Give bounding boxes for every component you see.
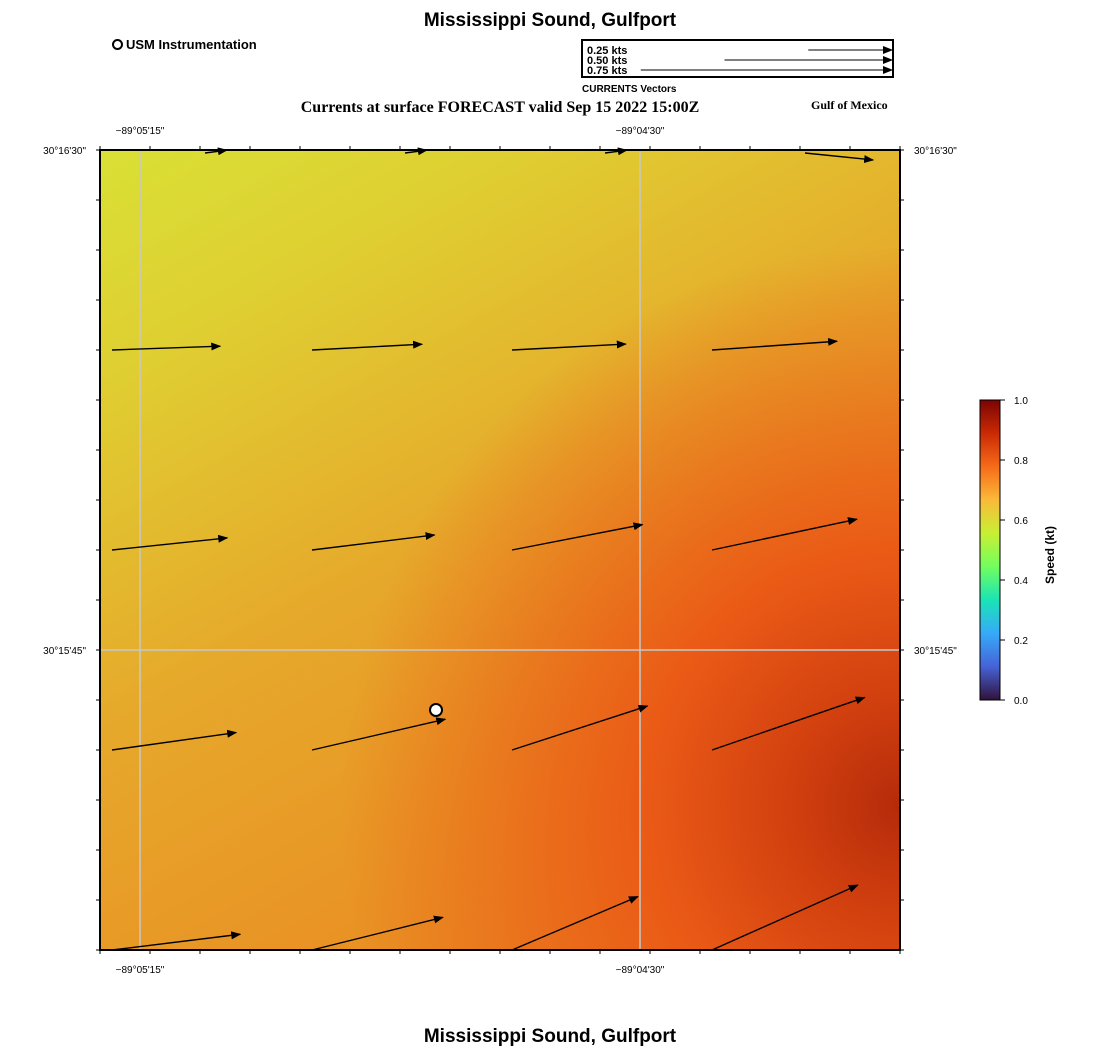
current-vector-arrow bbox=[711, 337, 839, 351]
current-vector-arrow bbox=[311, 915, 444, 951]
colorbar-tick-label: 0.8 bbox=[1014, 456, 1028, 467]
current-vector-arrow bbox=[111, 931, 242, 951]
current-vector-arrow bbox=[311, 717, 447, 751]
lon-tick-top-2: −89°04'30" bbox=[616, 126, 665, 137]
map-title-top: Mississippi Sound, Gulfport bbox=[423, 10, 677, 31]
current-vector-arrow bbox=[511, 895, 639, 951]
colorbar-tick-label: 1.0 bbox=[1014, 396, 1028, 407]
speed-field bbox=[100, 150, 900, 950]
lat-tick-right-1: 30°16'30" bbox=[914, 146, 957, 157]
colorbar-tick-label: 0.2 bbox=[1014, 636, 1028, 647]
frame-ticks bbox=[96, 146, 904, 954]
current-vector-arrow bbox=[511, 340, 627, 351]
scale-label-050: 0.50 kts bbox=[587, 55, 628, 67]
vector-scale-arrows bbox=[640, 46, 893, 74]
colorbar-tick-label: 0.0 bbox=[1014, 696, 1028, 707]
region-label: Gulf of Mexico bbox=[811, 98, 888, 112]
current-vector-arrow bbox=[311, 532, 436, 551]
lon-tick-top-1: −89°05'15" bbox=[116, 126, 165, 137]
current-vector-arrow bbox=[511, 704, 649, 751]
current-vector-arrow bbox=[311, 340, 424, 351]
usm-legend: USM Instrumentation bbox=[112, 37, 257, 52]
usm-instrumentation-circle-icon bbox=[112, 39, 123, 50]
lon-tick-bottom-2: −89°04'30" bbox=[616, 965, 665, 976]
colorbar-tick-label: 0.6 bbox=[1014, 516, 1028, 527]
lon-tick-bottom-1: −89°05'15" bbox=[116, 965, 165, 976]
station-circle-icon[interactable] bbox=[429, 703, 443, 717]
scale-label-075: 0.75 kts bbox=[587, 65, 628, 77]
vector-scale-legend: 0.25 kts 0.50 kts 0.75 kts bbox=[581, 39, 894, 78]
current-vector-arrow bbox=[111, 729, 238, 751]
lat-tick-right-2: 30°15'45" bbox=[914, 646, 957, 657]
current-vector-arrow bbox=[711, 517, 858, 551]
gridlines bbox=[100, 150, 900, 950]
current-vector-arrow bbox=[804, 152, 875, 164]
map-title-bottom: Mississippi Sound, Gulfport bbox=[423, 1026, 677, 1047]
current-vector-arrow bbox=[711, 696, 866, 751]
lat-tick-left-1: 30°16'30" bbox=[43, 146, 86, 157]
scale-label-025: 0.25 kts bbox=[587, 45, 628, 57]
colorbar-tick-label: 0.4 bbox=[1014, 576, 1028, 587]
lat-tick-left-2: 30°15'45" bbox=[43, 646, 86, 657]
current-vector-arrow bbox=[511, 522, 644, 551]
current-vector-arrow bbox=[111, 342, 222, 351]
current-vector-arrow bbox=[711, 884, 859, 951]
usm-legend-label: USM Instrumentation bbox=[126, 37, 257, 52]
speed-colorbar: 1.0 0.8 0.6 0.4 0.2 0.0 bbox=[979, 396, 1028, 707]
forecast-subtitle: Currents at surface FORECAST valid Sep 1… bbox=[300, 99, 700, 116]
colorbar-title: Speed (kt) bbox=[1043, 525, 1057, 584]
current-vector-arrow bbox=[111, 534, 229, 551]
vector-scale-caption: CURRENTS Vectors bbox=[582, 84, 677, 95]
